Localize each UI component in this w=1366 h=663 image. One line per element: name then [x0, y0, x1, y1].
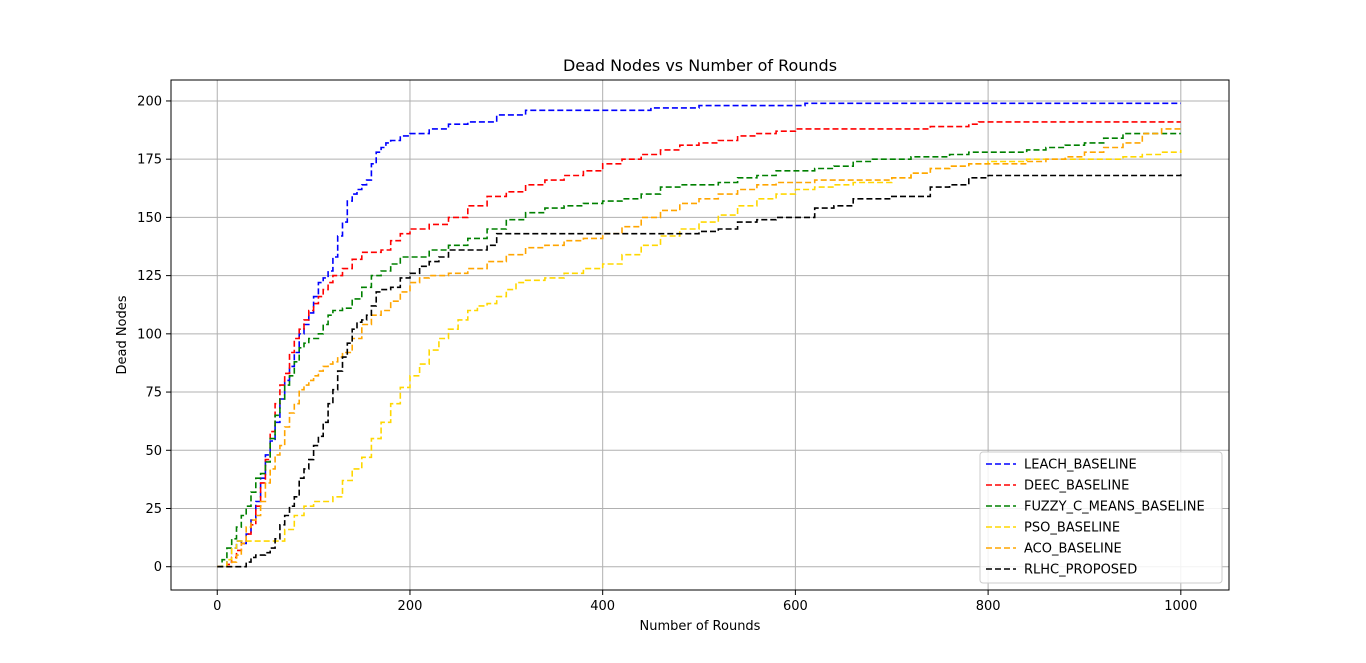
y-tick-label: 25 — [145, 502, 162, 517]
x-tick-label: 400 — [590, 599, 615, 614]
legend-label: PSO_BASELINE — [1024, 521, 1120, 536]
y-tick-label: 125 — [137, 269, 162, 284]
y-tick-label: 175 — [137, 153, 162, 168]
legend: LEACH_BASELINE DEEC_BASELINE FUZZY_C_MEANS… — [979, 451, 1223, 584]
x-tick-label: 600 — [783, 599, 808, 614]
x-tick-label: 0 — [213, 599, 221, 614]
axis-ticks: 0 200 400 600 800 1000 0 25 50 75 100 125 150 175 200 — [137, 94, 1197, 614]
x-axis-label: Number of Rounds — [640, 619, 761, 634]
y-tick-label: 0 — [154, 560, 162, 575]
x-tick-label: 200 — [398, 599, 423, 614]
y-tick-label: 200 — [137, 94, 162, 109]
x-tick-label: 1000 — [1164, 599, 1197, 614]
series-line-leach-baseline — [217, 102, 1181, 568]
series-line-deec-baseline — [217, 121, 1181, 568]
legend-label: ACO_BASELINE — [1024, 542, 1122, 557]
y-tick-label: 150 — [137, 211, 162, 226]
series-group — [217, 102, 1182, 568]
y-tick-label: 50 — [145, 444, 162, 459]
y-axis-label: Dead Nodes — [115, 295, 130, 374]
legend-label: DEEC_BASELINE — [1024, 479, 1129, 494]
series-line-aco-baseline — [217, 126, 1182, 568]
legend-label: FUZZY_C_MEANS_BASELINE — [1024, 500, 1205, 515]
legend-label: LEACH_BASELINE — [1024, 458, 1137, 473]
y-tick-label: 100 — [137, 327, 162, 342]
series-line-rlhc-proposed — [217, 173, 1182, 568]
y-tick-label: 75 — [145, 386, 162, 401]
chart-title: Dead Nodes vs Number of Rounds — [563, 56, 837, 75]
legend-label: RLHC_PROPOSED — [1024, 563, 1137, 578]
legend-box — [979, 451, 1223, 584]
x-tick-label: 800 — [976, 599, 1001, 614]
plot-frame — [170, 79, 1230, 591]
